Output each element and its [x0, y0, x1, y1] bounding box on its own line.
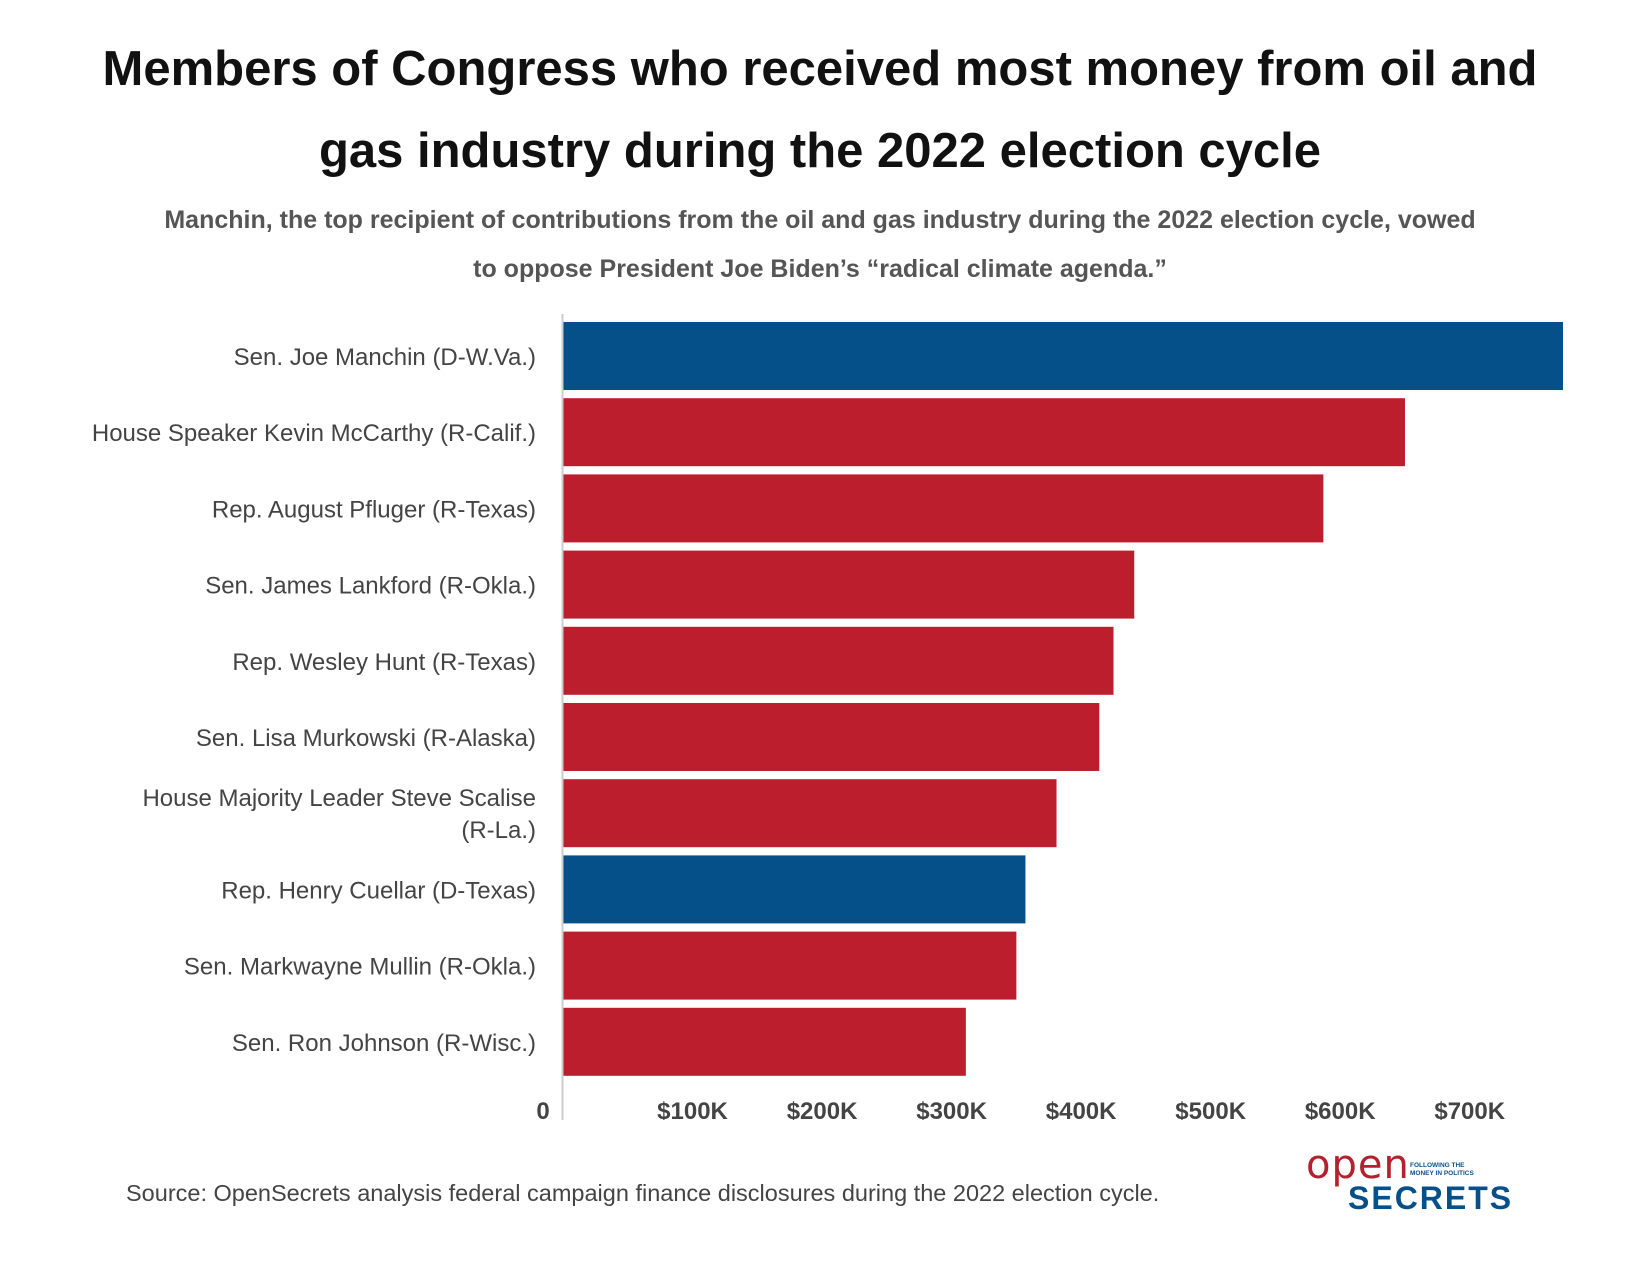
chart-subtitle: Manchin, the top recipient of contributi…: [164, 206, 1476, 283]
category-label-3: Sen. James Lankford (R-Okla.): [205, 573, 536, 600]
category-label-2: Rep. August Pfluger (R-Texas): [212, 496, 536, 523]
bar-0: [563, 322, 1563, 390]
bar-9: [563, 1007, 966, 1076]
bar-4: [563, 626, 1114, 695]
x-tick-label-0: 0: [536, 1098, 549, 1120]
bar-6: [563, 779, 1057, 848]
bar-7: [563, 855, 1026, 924]
category-label-7: Rep. Henry Cuellar (D-Texas): [221, 877, 536, 904]
chart-title: Members of Congress who received most mo…: [102, 42, 1538, 178]
category-label-1: House Speaker Kevin McCarthy (R-Calif.): [92, 420, 536, 447]
logo-secrets-text: SECRETS: [1348, 1180, 1514, 1216]
category-label-8: Sen. Markwayne Mullin (R-Okla.): [184, 954, 536, 981]
logo-open-text: open: [1306, 1142, 1410, 1188]
bar-2: [563, 474, 1324, 543]
opensecrets-logo: open FOLLOWING THE MONEY IN POLITICS SEC…: [1298, 1142, 1511, 1220]
x-tick-label-4: $400K: [1046, 1098, 1117, 1120]
category-label-9: Sen. Ron Johnson (R-Wisc.): [232, 1030, 536, 1057]
x-tick-label-3: $300K: [916, 1098, 987, 1120]
x-tick-label-5: $500K: [1175, 1098, 1246, 1120]
bar-1: [563, 398, 1405, 467]
category-label-4: Rep. Wesley Hunt (R-Texas): [232, 649, 536, 676]
category-label-6: House Majority Leader Steve Scalise (R-La…: [142, 785, 536, 844]
x-tick-label-6: $600K: [1305, 1098, 1376, 1120]
category-label-0: Sen. Joe Manchin (D-W.Va.): [234, 344, 536, 371]
x-tick-label-7: $700K: [1434, 1098, 1505, 1120]
x-tick-label-1: $100K: [657, 1098, 728, 1120]
bar-5: [563, 703, 1100, 771]
bar-8: [563, 931, 1017, 1000]
bar-3: [563, 550, 1135, 619]
logo-tagline: FOLLOWING THE MONEY IN POLITICS: [1410, 1162, 1474, 1177]
category-label-5: Sen. Lisa Murkowski (R-Alaska): [196, 725, 536, 752]
source-note: Source: OpenSecrets analysis federal cam…: [126, 1180, 1160, 1206]
bar-chart: Sen. Joe Manchin (D-W.Va.) House Speaker …: [92, 314, 1563, 1120]
x-tick-label-2: $200K: [787, 1098, 858, 1120]
